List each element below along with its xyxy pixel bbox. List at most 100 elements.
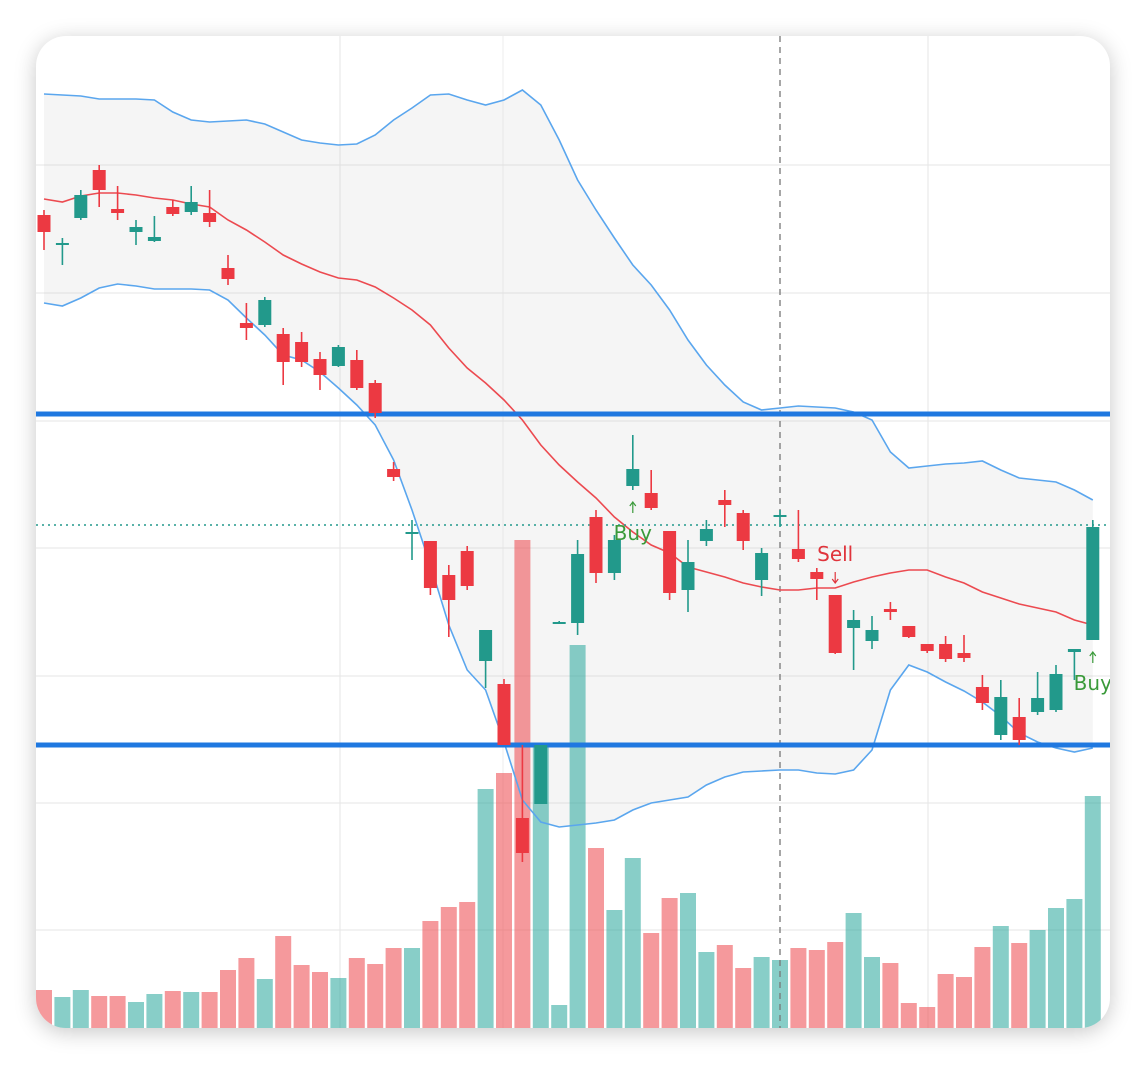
candle-body [552,622,566,624]
volume-bar [164,991,181,1028]
candle-body [994,697,1008,735]
candle-body [368,383,382,413]
candle-body [92,170,106,190]
volume-bar [1084,796,1101,1028]
marker-label: Buy [614,521,652,545]
candle-body [939,644,953,659]
candle-body [847,620,861,628]
volume-bar [256,979,273,1028]
candle-body [497,684,511,745]
candle-body [810,572,824,579]
candle-body [479,630,493,661]
volume-bar [882,963,899,1028]
volume-bar [367,964,384,1028]
volume-bar [588,848,604,1028]
volume-bar [128,1002,144,1028]
candle-body [1031,698,1045,712]
candle-body [442,575,456,600]
candle-body [534,745,548,804]
volume-bar [1048,908,1064,1028]
volume-bar [1029,930,1046,1028]
candle-body [295,342,309,362]
candle-body [129,227,143,232]
candle-body [405,532,419,534]
candle-body [387,469,401,477]
candle-body [607,540,621,573]
volume-bar [532,745,549,1028]
volume-bar [735,968,752,1028]
volume-bar [716,945,733,1028]
volume-bar [808,950,825,1028]
candle-body [920,644,934,651]
candle-body [736,513,750,541]
marker-arrow-head [831,578,839,584]
volume-bar [992,926,1009,1028]
candle-body [589,517,603,573]
candle-body [718,500,732,505]
marker-arrow-head [1089,651,1097,657]
candle-body [184,202,198,212]
volume-bar [54,997,71,1028]
candle-body [663,531,677,593]
volume-bar [275,936,292,1028]
candle-body [239,323,253,328]
band-middle [43,192,1094,626]
volume-bar [956,977,972,1028]
chart: Buy Sell Buy [36,36,1110,1028]
volume-bar [146,994,163,1028]
volume-bar [477,789,494,1028]
volume-bar [643,933,660,1028]
volume-bar [864,957,880,1028]
candle-body [111,209,125,213]
volume-bar [845,913,862,1028]
candle-body [865,630,879,641]
volume-bar [1066,899,1083,1028]
candle-body [1049,674,1063,710]
volume-bar [790,948,807,1028]
candle-body [166,207,180,214]
candle-body [515,818,529,853]
candle-body [258,300,272,325]
volume-bar [698,952,715,1028]
candle-body [791,549,805,559]
candle-body [1086,527,1100,640]
volume-bar [404,948,420,1028]
candle-body [276,334,290,362]
volume-bar [36,990,52,1028]
candle-body [203,213,217,222]
volume-bar [1011,943,1028,1028]
candle-body [331,347,345,366]
candle-body [571,554,585,623]
volume-bar [440,907,457,1028]
candle-body [350,360,364,388]
candle-body [74,195,88,218]
candle-body [221,268,235,279]
volume-bar [569,645,586,1028]
volume-bar [238,958,255,1028]
candle-body [902,626,916,637]
candle-body [423,541,437,588]
candle-body [773,515,787,517]
volume-bar [330,978,347,1028]
candle-body [626,469,640,486]
candle-body [975,687,989,703]
candle-body [55,243,69,245]
band-upper [43,89,1094,501]
candle-body [37,215,51,232]
marker-arrow-head [629,501,637,507]
candle-body [755,553,769,580]
candle-body [1012,717,1026,740]
volume-bar [551,1005,568,1028]
candle-body [883,609,897,612]
volume-bar [220,970,236,1028]
volume-bar [974,947,991,1028]
volume-bar [459,902,476,1028]
candle-body [644,493,658,508]
volume-bar [680,893,696,1028]
volume-bar [385,948,402,1028]
volume-bar [422,921,439,1028]
candle-body [1067,649,1081,652]
volume-bar [937,974,954,1028]
band-fill [44,90,1093,827]
